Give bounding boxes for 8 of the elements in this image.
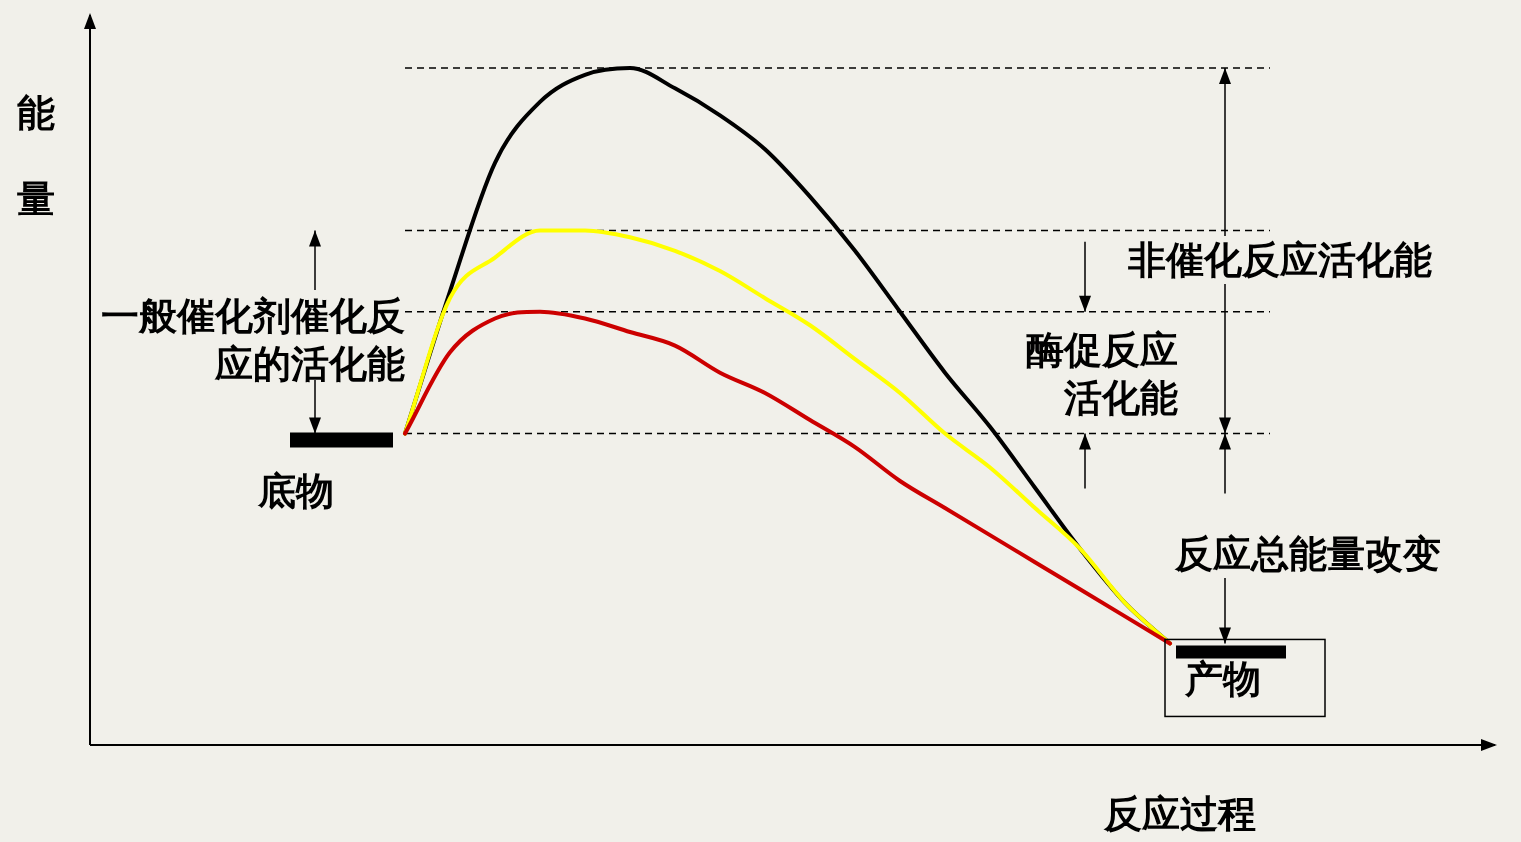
annotation: 非催化反应活化能 xyxy=(1128,236,1516,284)
text: 能量 xyxy=(16,90,56,223)
x-axis-title: 反应过程 xyxy=(1103,791,1257,838)
annotation: 酶促反应活化能 xyxy=(1025,327,1178,422)
annotation: 产物 xyxy=(1185,656,1261,704)
annotation: 反应总能量改变 xyxy=(1175,530,1515,578)
text: 底物 xyxy=(258,467,334,515)
annotation: 一般催化剂催化反应的活化能 xyxy=(100,293,405,388)
